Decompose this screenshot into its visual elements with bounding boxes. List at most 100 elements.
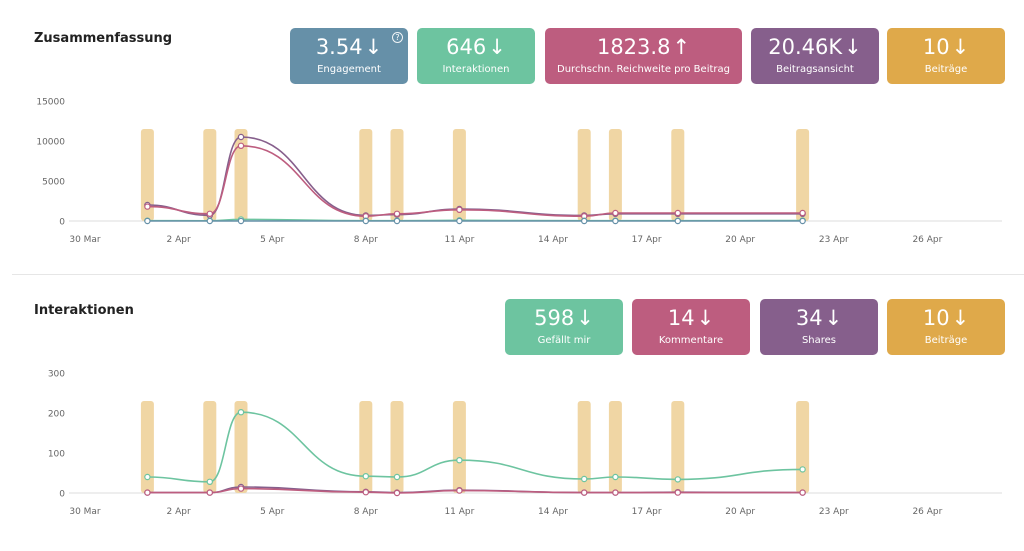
data-point[interactable]	[581, 475, 588, 483]
post-bar[interactable]	[203, 401, 217, 493]
kpi-card-beitr-ge[interactable]: 10↓ Beiträge	[887, 299, 1005, 355]
kpi-label: Gefällt mir	[537, 335, 591, 346]
arrow-down-icon: ↓	[951, 35, 970, 59]
data-point[interactable]	[456, 206, 463, 214]
data-point[interactable]	[206, 478, 213, 486]
data-point[interactable]	[612, 217, 619, 225]
kpi-card-beitr-ge[interactable]: 10↓ Beiträge	[887, 28, 1005, 84]
post-bar[interactable]	[234, 129, 248, 221]
kpi-card-durchschn-reichweite-pro-beitrag[interactable]: 1823.8↑ Durchschn. Reichweite pro Beitrag	[545, 28, 742, 84]
post-bar[interactable]	[577, 129, 591, 221]
data-point[interactable]	[237, 217, 245, 225]
kpi-card-engagement[interactable]: 3.54↓ Engagement?	[290, 28, 408, 84]
data-point[interactable]	[206, 217, 213, 225]
post-bar[interactable]	[796, 401, 810, 493]
arrow-down-icon: ↓	[844, 35, 862, 59]
data-point[interactable]	[674, 476, 682, 483]
kpi-label: Beiträge	[924, 64, 968, 75]
data-point[interactable]	[206, 489, 213, 496]
kpi-card-gef-llt-mir[interactable]: 598↓ Gefällt mir	[505, 299, 623, 355]
data-point[interactable]	[612, 209, 619, 217]
data-point[interactable]	[456, 217, 463, 225]
x-tick-label: 8 Apr	[354, 507, 378, 517]
x-tick-label: 5 Apr	[260, 235, 284, 245]
data-point[interactable]	[362, 488, 369, 496]
arrow-up-icon: ↑	[672, 35, 691, 59]
data-point[interactable]	[393, 210, 401, 218]
data-point[interactable]	[581, 489, 588, 496]
data-point[interactable]	[362, 472, 369, 480]
data-point[interactable]	[799, 209, 806, 217]
kpi-number: 14	[667, 306, 695, 330]
data-point[interactable]	[674, 209, 682, 217]
post-bar[interactable]	[390, 401, 404, 493]
kpi-number: 3.54	[315, 35, 363, 59]
kpi-card-interaktionen[interactable]: 646↓ Interaktionen	[417, 28, 535, 84]
post-bar[interactable]	[203, 129, 217, 221]
post-bar[interactable]	[577, 401, 591, 493]
data-point[interactable]	[456, 487, 463, 494]
data-point[interactable]	[393, 217, 401, 225]
data-point[interactable]	[799, 489, 806, 496]
section-title-interactions: Interaktionen	[34, 303, 134, 318]
post-bar[interactable]	[359, 401, 373, 493]
post-bar[interactable]	[452, 129, 466, 221]
data-point[interactable]	[362, 217, 369, 225]
post-bar[interactable]	[140, 129, 154, 221]
kpi-value: 1823.8↑	[545, 35, 742, 59]
kpi-label: Shares	[801, 335, 837, 346]
post-bar[interactable]	[359, 129, 373, 221]
data-point[interactable]	[456, 456, 463, 464]
post-bar[interactable]	[671, 129, 685, 221]
x-tick-label: 26 Apr	[912, 507, 942, 517]
y-tick-label: 0	[59, 218, 65, 228]
post-bar[interactable]	[452, 401, 466, 493]
kpi-label: Beiträge	[924, 335, 968, 346]
data-point[interactable]	[144, 217, 151, 225]
post-bar[interactable]	[796, 129, 810, 221]
data-point[interactable]	[581, 217, 588, 225]
post-bar[interactable]	[390, 129, 404, 221]
data-point[interactable]	[674, 489, 682, 496]
data-point[interactable]	[393, 473, 401, 481]
x-tick-label: 14 Apr	[538, 507, 568, 517]
data-point[interactable]	[237, 409, 245, 416]
data-point[interactable]	[799, 217, 806, 225]
interactions-chart[interactable]: 0 100 200 300 30 Mar 2 Apr 5 Apr 8 Apr 11 Apr 14 …	[12, 360, 1024, 525]
data-point[interactable]	[237, 142, 245, 150]
x-tick-label: 20 Apr	[725, 235, 755, 245]
series-line-pink	[147, 144, 803, 218]
data-point[interactable]	[144, 203, 151, 210]
post-bar[interactable]	[234, 401, 248, 493]
data-point[interactable]	[612, 473, 619, 481]
x-tick-label: 26 Apr	[912, 235, 942, 245]
data-point[interactable]	[237, 133, 245, 141]
x-tick-label: 8 Apr	[354, 235, 378, 245]
kpi-number: 1823.8	[596, 35, 671, 59]
post-bar[interactable]	[608, 401, 622, 493]
post-bar[interactable]	[608, 129, 622, 221]
y-tick-label: 10000	[36, 138, 65, 148]
kpi-number: 598	[534, 306, 575, 330]
data-point[interactable]	[144, 473, 151, 481]
data-point[interactable]	[674, 217, 682, 225]
x-tick-label: 17 Apr	[632, 235, 662, 245]
data-point[interactable]	[206, 210, 213, 218]
kpi-card-shares[interactable]: 34↓ Shares	[760, 299, 878, 355]
data-point[interactable]	[144, 489, 151, 496]
question-icon[interactable]: ?	[392, 32, 403, 43]
kpi-card-kommentare[interactable]: 14↓ Kommentare	[632, 299, 750, 355]
data-point[interactable]	[799, 466, 806, 473]
arrow-down-icon: ↓	[364, 35, 383, 59]
arrow-down-icon: ↓	[951, 306, 970, 330]
arrow-down-icon: ↓	[696, 306, 715, 330]
data-point[interactable]	[237, 485, 245, 492]
post-bar[interactable]	[671, 401, 685, 493]
x-tick-label: 23 Apr	[819, 507, 849, 517]
kpi-card-beitragsansicht[interactable]: 20.46K↓ Beitragsansicht	[751, 28, 879, 84]
x-tick-label: 14 Apr	[538, 235, 568, 245]
summary-chart[interactable]: 0 5000 10000 15000 30 Mar 2 Apr 5 Apr 8 Apr 11 A…	[12, 88, 1024, 253]
data-point[interactable]	[393, 489, 401, 497]
post-bar[interactable]	[140, 401, 154, 493]
data-point[interactable]	[612, 489, 619, 496]
